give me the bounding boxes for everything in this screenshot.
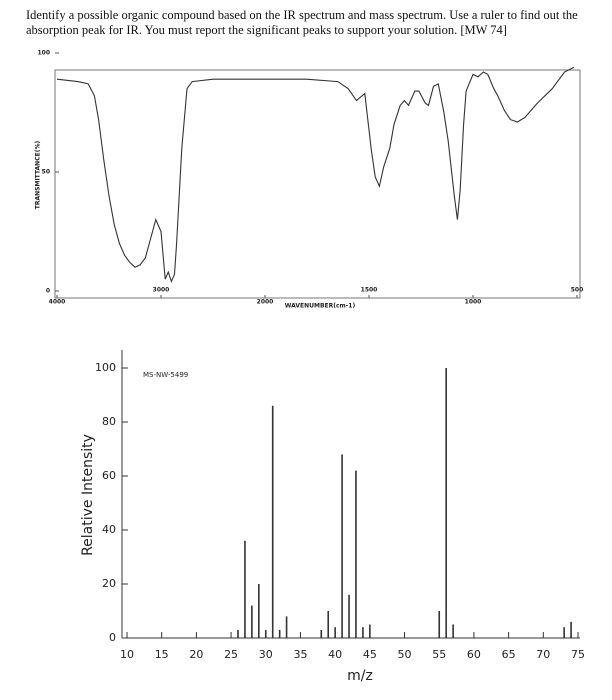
x-tick-label: 500 bbox=[571, 287, 584, 294]
peak bbox=[258, 584, 260, 638]
peak bbox=[251, 605, 253, 638]
y-tick-label: 20 bbox=[102, 577, 116, 590]
x-tick-label: 2000 bbox=[257, 299, 274, 306]
y-axis-title: TRANSMITTANCE(%) bbox=[35, 141, 42, 210]
x-tick-label: 10 bbox=[120, 648, 134, 661]
x-tick-label: 50 bbox=[398, 648, 412, 661]
peak bbox=[438, 611, 441, 638]
peak bbox=[341, 454, 343, 638]
peak bbox=[271, 405, 274, 638]
peak bbox=[278, 629, 281, 638]
x-axis-title: m/z bbox=[347, 668, 373, 684]
peak bbox=[244, 540, 246, 638]
peak bbox=[570, 621, 572, 638]
peak bbox=[369, 624, 371, 638]
peak bbox=[327, 611, 330, 638]
x-tick-label: 45 bbox=[363, 648, 377, 661]
y-tick-label: 0 bbox=[109, 631, 116, 644]
y-tick-label: 80 bbox=[102, 415, 116, 428]
question-text: Identify a possible organic compound bas… bbox=[26, 8, 578, 37]
x-tick-label: 20 bbox=[189, 648, 203, 661]
peak bbox=[264, 629, 267, 638]
x-tick-label: 15 bbox=[155, 648, 169, 661]
y-tick-label: 100 bbox=[95, 361, 116, 374]
y-tick-label: 50 bbox=[42, 169, 50, 176]
x-tick-label: 70 bbox=[536, 648, 550, 661]
y-tick-label: 40 bbox=[102, 523, 116, 536]
x-tick-label: 25 bbox=[224, 648, 238, 661]
y-axis-title: Relative Intensity bbox=[80, 434, 96, 556]
x-tick-label: 4000 bbox=[49, 299, 66, 306]
x-tick-label: 75 bbox=[571, 648, 585, 661]
ir-frame bbox=[54, 69, 581, 299]
x-tick-label: 40 bbox=[328, 648, 342, 661]
x-tick-label: 1500 bbox=[361, 287, 378, 294]
annotation: MS-NW-5499 bbox=[143, 371, 188, 379]
x-tick-label: 1000 bbox=[465, 299, 482, 306]
y-tick-label: 100 bbox=[37, 50, 50, 57]
x-tick-label: 3000 bbox=[153, 287, 170, 294]
peak bbox=[355, 470, 357, 638]
y-tick-label: 60 bbox=[102, 469, 116, 482]
peak bbox=[334, 627, 336, 638]
peak bbox=[362, 627, 364, 638]
x-tick-label: 55 bbox=[432, 648, 446, 661]
peak bbox=[348, 594, 350, 638]
x-tick-label: 60 bbox=[467, 648, 481, 661]
peak bbox=[452, 624, 454, 638]
y-tick-label: 0 bbox=[46, 288, 50, 295]
x-tick-label: 35 bbox=[293, 648, 307, 661]
x-tick-label: 65 bbox=[502, 648, 516, 661]
peak bbox=[445, 368, 447, 638]
x-tick-label: 30 bbox=[259, 648, 273, 661]
peak bbox=[563, 627, 565, 638]
peak bbox=[237, 629, 239, 638]
x-axis-title: WAVENUMBER(cm-1) bbox=[285, 303, 356, 310]
spectrum-line bbox=[56, 66, 575, 284]
peak bbox=[285, 616, 288, 638]
peak bbox=[320, 629, 323, 638]
